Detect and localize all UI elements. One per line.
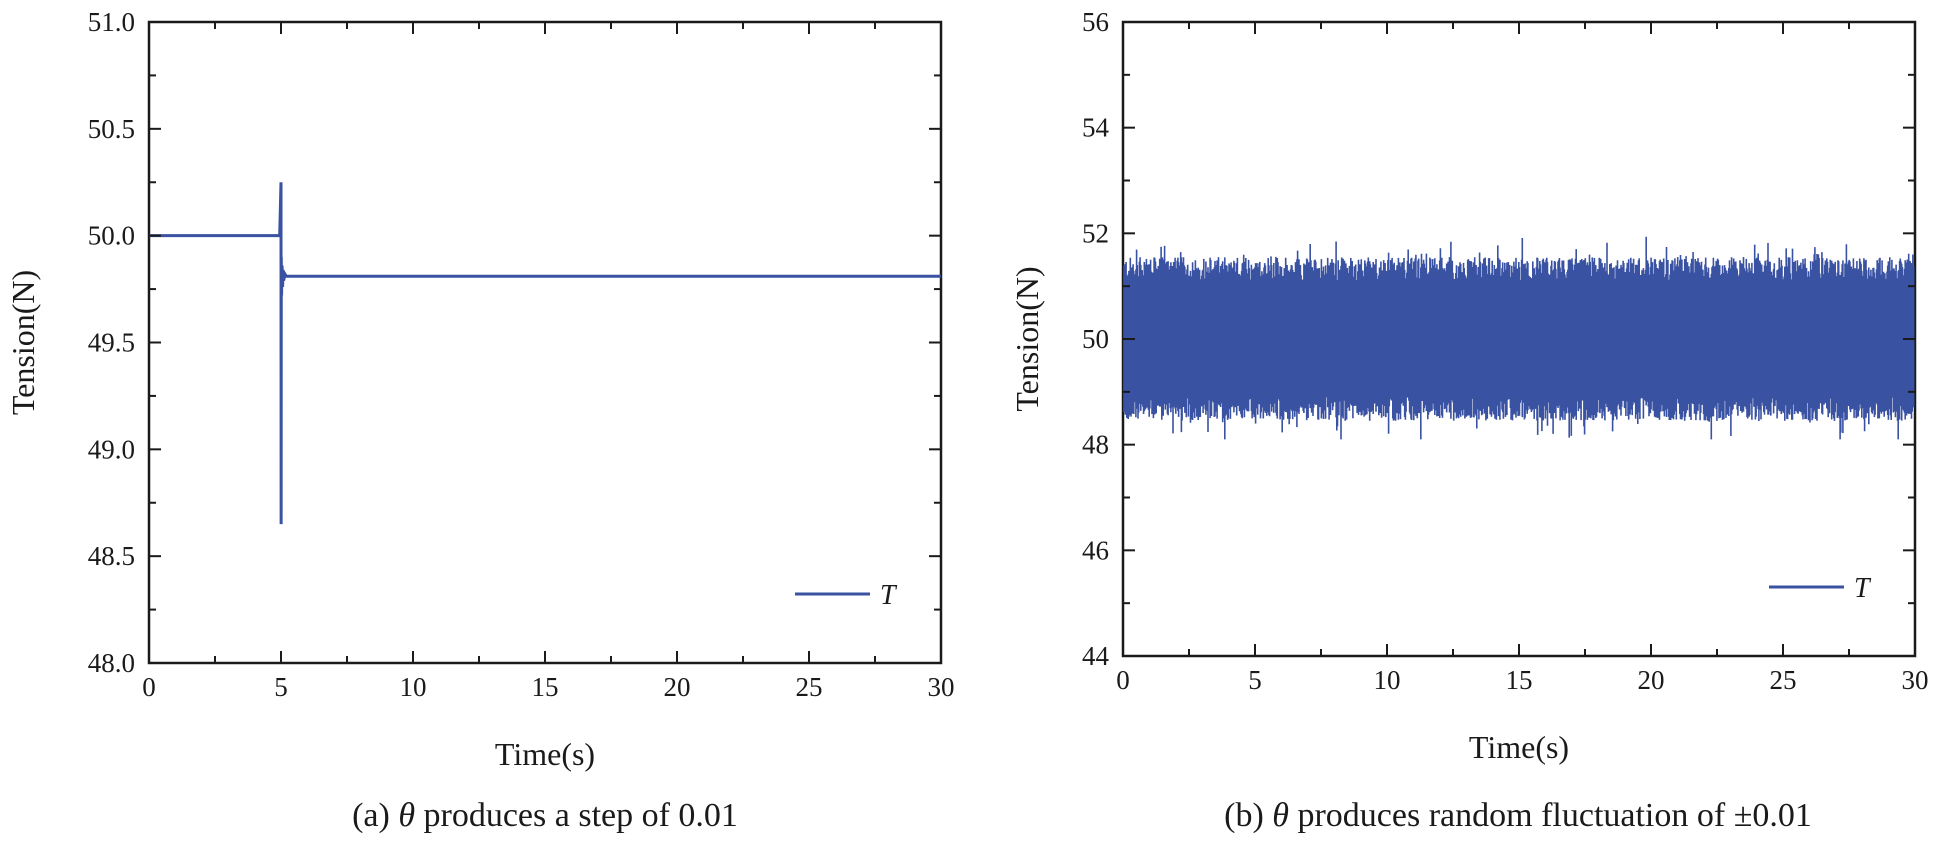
- plot-area-frame: [147, 20, 943, 665]
- caption-prefix: (b): [1224, 797, 1272, 834]
- y-tick-label: 48.5: [88, 541, 135, 571]
- x-tick-label: 10: [1374, 665, 1401, 695]
- caption: (b) θ produces random fluctuation of ±0.…: [1224, 797, 1812, 834]
- y-tick-label: 44: [1082, 641, 1110, 671]
- y-tick-label: 51.0: [88, 7, 135, 37]
- x-tick-label: 0: [142, 672, 156, 702]
- x-tick-label: 15: [1506, 665, 1533, 695]
- x-tick-label: 30: [928, 672, 955, 702]
- axis-ticks: 0 5 10 15 20 25 30 48.0 48.5 49.0 49.5 50.0 50.5 51.0: [88, 7, 955, 702]
- x-tick-label: 25: [796, 672, 823, 702]
- y-tick-label: 50: [1082, 324, 1109, 354]
- legend-label: T: [880, 580, 898, 611]
- chart-panel-b: 0 5 10 15 20 25 30 44 46 48 50 52 54 56 Time(s) Tensi…: [1009, 7, 1929, 834]
- axis-ticks: 0 5 10 15 20 25 30 44 46 48 50 52 54 56: [1082, 7, 1929, 695]
- x-tick-label: 5: [274, 672, 288, 702]
- x-axis-title: Time(s): [1469, 729, 1569, 765]
- legend-label: T: [1854, 573, 1872, 604]
- x-tick-label: 20: [1638, 665, 1665, 695]
- y-tick-label: 49.5: [88, 328, 135, 358]
- data-layer: [149, 182, 941, 525]
- data-layer: [1123, 236, 1915, 440]
- y-tick-label: 56: [1082, 7, 1109, 37]
- y-tick-label: 52: [1082, 218, 1109, 248]
- x-tick-label: 0: [1116, 665, 1130, 695]
- x-tick-label: 10: [400, 672, 427, 702]
- series-line-T: [149, 182, 941, 525]
- y-tick-label: 50.5: [88, 114, 135, 144]
- y-tick-label: 49.0: [88, 434, 135, 464]
- y-axis-title: Tension(N): [1009, 266, 1045, 411]
- y-tick-label: 46: [1082, 535, 1109, 565]
- x-tick-label: 30: [1902, 665, 1929, 695]
- x-tick-label: 20: [664, 672, 691, 702]
- y-tick-label: 48.0: [88, 648, 135, 678]
- caption: (a) θ produces a step of 0.01: [352, 797, 738, 834]
- y-axis-title: Tension(N): [5, 270, 41, 415]
- y-tick-label: 48: [1082, 430, 1109, 460]
- caption-text: produces a step of 0.01: [415, 797, 738, 834]
- caption-symbol: θ: [398, 797, 415, 834]
- legend: T: [1769, 573, 1872, 604]
- caption-prefix: (a): [352, 797, 398, 834]
- series-band-T: [1124, 283, 1914, 395]
- caption-text: produces random fluctuation of ±0.01: [1289, 797, 1812, 834]
- legend: T: [795, 580, 898, 611]
- y-tick-label: 50.0: [88, 221, 135, 251]
- x-tick-label: 15: [532, 672, 559, 702]
- x-tick-label: 25: [1770, 665, 1797, 695]
- chart-panel-a: 0 5 10 15 20 25 30 48.0 48.5 49.0 49.5 50.0 50.5 51.0…: [5, 7, 955, 834]
- x-axis-title: Time(s): [495, 736, 595, 772]
- x-tick-label: 5: [1248, 665, 1262, 695]
- y-tick-label: 54: [1082, 113, 1110, 143]
- caption-symbol: θ: [1272, 797, 1289, 834]
